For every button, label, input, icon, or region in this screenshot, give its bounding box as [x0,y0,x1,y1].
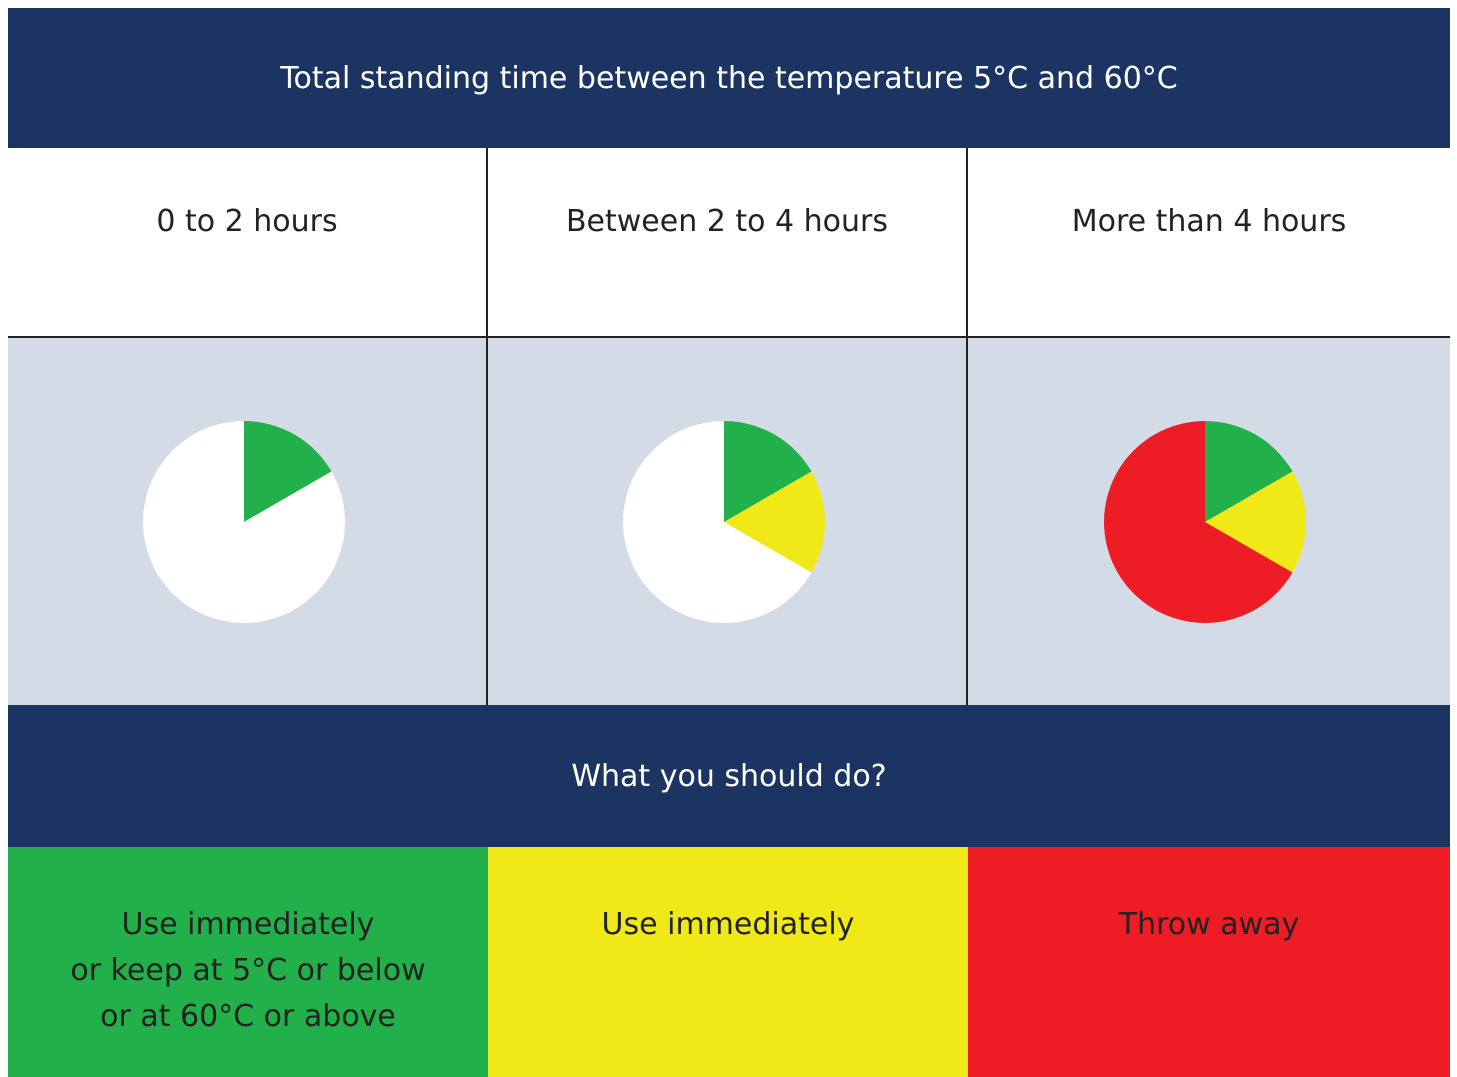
action-text: Use immediately [601,907,855,942]
pie-segment [1205,421,1293,522]
action-text: Throw away [1118,907,1300,942]
column-label: More than 4 hours [968,148,1450,338]
action-cell: Use immediately [488,847,968,1077]
column-label: 0 to 2 hours [8,148,488,338]
pie-cell [8,338,488,705]
pie-cell [968,338,1450,705]
pie-segment [1104,421,1293,623]
pie-segment [724,471,825,573]
column-label: Between 2 to 4 hours [488,148,968,338]
middle-title: What you should do? [8,705,1450,847]
action-cell: Throw away [968,847,1450,1077]
infographic: Total standing time between the temperat… [8,8,1450,1077]
pie-segment [724,421,812,522]
pie-chart [623,421,825,623]
pie-segment [244,421,332,522]
header-title: Total standing time between the temperat… [8,8,1450,148]
pie-chart [143,421,346,623]
pie-segment [1205,471,1306,573]
action-text: Use immediately [121,907,375,942]
action-cell: Use immediately or keep at 5°C or below or… [8,847,488,1077]
pie-segment [143,421,346,623]
pie-segment [623,421,812,623]
pie-chart [1104,421,1306,623]
action-text: or at 60°C or above [100,999,396,1034]
pie-cell [488,338,968,705]
action-text: or keep at 5°C or below [70,953,426,988]
